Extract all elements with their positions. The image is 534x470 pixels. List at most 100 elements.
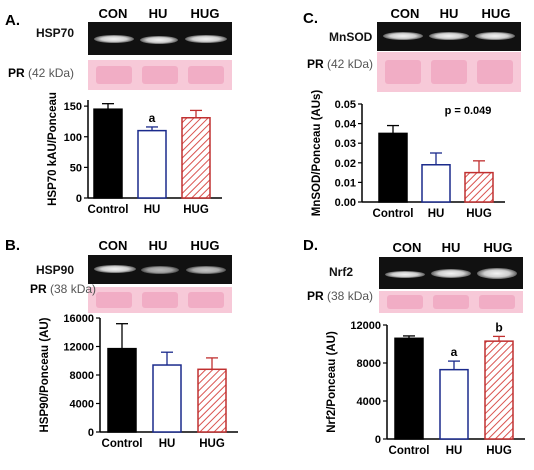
- ponceau-band: [96, 66, 132, 84]
- bar-chart: 0 4000 8000 12000 16000 HSP90/Ponceau (AU) Con…: [39, 313, 238, 450]
- pr-kda: (38 kDa): [50, 282, 97, 296]
- y-tick-label: 0.01: [335, 177, 356, 189]
- ponceau-band: [477, 60, 513, 84]
- ponceau-label: PR (38 kDa): [307, 289, 373, 303]
- bar: [137, 129, 167, 199]
- blot-band: [431, 269, 471, 278]
- y-tick-label: 0: [88, 427, 94, 439]
- y-tick-label: 0.03: [335, 138, 356, 150]
- ponceau-band: [479, 295, 515, 309]
- significance-label: a: [451, 345, 458, 359]
- bar: [464, 171, 494, 203]
- bar: [93, 108, 123, 199]
- lane-label-hu: HU: [441, 240, 461, 255]
- y-axis-label: HSP90/Ponceau (AU): [39, 317, 51, 432]
- bar-chart: 0 50 100 150 HSP70 kAU/Ponceau Control HU a HUG: [47, 92, 222, 216]
- y-axis-label: Nrf2/Ponceau (AU): [326, 331, 338, 433]
- category-label: HU: [446, 445, 463, 457]
- ponceau-label: PR (42 kDa): [307, 57, 373, 71]
- panel-letter: C.: [303, 10, 318, 27]
- ponceau-label: PR (38 kDa): [30, 282, 96, 296]
- category-label: HU: [144, 204, 161, 216]
- y-tick-label: 0.04: [335, 119, 357, 131]
- bar: [181, 117, 211, 199]
- ponceau-band: [387, 295, 423, 309]
- y-tick-label: 4000: [70, 399, 94, 411]
- panel-b: B. CON HU HUG HSP90 PR (38 kDa) 0 4000 800…: [0, 235, 267, 470]
- y-tick-label: 12000: [63, 342, 94, 354]
- lane-label-con: CON: [392, 240, 422, 255]
- y-tick-label: 0.05: [335, 99, 356, 111]
- lane-label-con: CON: [98, 238, 128, 253]
- pr-kda: (42 kDa): [327, 57, 374, 71]
- bar: [197, 368, 227, 433]
- category-label: HU: [428, 208, 445, 220]
- y-tick-label: 100: [64, 132, 82, 144]
- ponceau-band: [142, 292, 178, 308]
- y-tick-label: 150: [64, 101, 82, 113]
- bar: [439, 368, 469, 440]
- y-tick-label: 12000: [350, 320, 381, 332]
- ponceau-stain: [377, 52, 521, 92]
- panel-letter: B.: [5, 237, 20, 254]
- category-label: HUG: [486, 445, 512, 457]
- bar: [484, 340, 514, 440]
- ponceau-band: [385, 60, 421, 84]
- western-blot: [377, 22, 521, 51]
- lane-label-hu: HU: [439, 6, 459, 21]
- pr-text: PR: [307, 57, 324, 71]
- y-tick-label: 4000: [357, 396, 381, 408]
- lane-label-hug: HUG: [190, 238, 220, 253]
- bar: [394, 337, 424, 440]
- lane-label-con: CON: [390, 6, 420, 21]
- pr-kda: (42 kDa): [28, 66, 75, 80]
- category-label: HU: [159, 438, 176, 450]
- blot-protein-label: Nrf2: [327, 265, 356, 279]
- y-axis-label: HSP70 kAU/Ponceau: [47, 92, 59, 206]
- blot-band: [429, 32, 469, 40]
- pr-text: PR: [30, 282, 47, 296]
- ponceau-band: [188, 66, 224, 84]
- ponceau-band: [433, 295, 469, 309]
- lane-label-hug: HUG: [483, 240, 513, 255]
- y-tick-label: 0: [76, 193, 82, 205]
- y-tick-label: 8000: [357, 358, 381, 370]
- blot-band: [385, 271, 425, 278]
- y-tick-label: 8000: [70, 370, 94, 382]
- blot-band: [94, 35, 134, 43]
- category-label: Control: [102, 438, 143, 450]
- pr-text: PR: [8, 66, 25, 80]
- pr-kda: (38 kDa): [327, 289, 374, 303]
- blot-band: [475, 32, 515, 40]
- western-blot: [88, 22, 232, 55]
- y-tick-label: 0.00: [335, 197, 356, 209]
- blot-band: [94, 265, 136, 273]
- panel-a: A. CON HU HUG HSP70 PR (42 kDa) 0 50 100 15…: [0, 0, 267, 235]
- ponceau-band: [142, 66, 178, 84]
- category-label: HUG: [199, 438, 225, 450]
- lane-label-hu: HU: [148, 6, 168, 21]
- lane-label-hu: HU: [148, 238, 168, 253]
- blot-band: [383, 32, 423, 40]
- pr-text: PR: [307, 289, 324, 303]
- category-label: Control: [373, 208, 414, 220]
- blot-band: [140, 36, 178, 44]
- y-tick-label: 0: [375, 434, 381, 446]
- blot-protein-label: HSP90: [34, 263, 77, 277]
- blot-band: [185, 35, 227, 43]
- ponceau-band: [96, 292, 132, 308]
- category-label: Control: [88, 204, 129, 216]
- bar-chart: 0 4000 8000 12000 Nrf2/Ponceau (AU) Control HU…: [326, 320, 525, 457]
- ponceau-band: [431, 60, 467, 84]
- blot-protein-label: HSP70: [34, 26, 77, 40]
- bar-chart: 0.00 0.01 0.02 0.03 0.04 0.05 MnSOD/Ponceau (A…: [311, 90, 505, 220]
- panel-c: C. CON HU HUG MnSOD PR (42 kDa) 0.00 0.01…: [267, 0, 534, 235]
- panel-letter: D.: [303, 237, 318, 254]
- bar: [107, 347, 137, 433]
- lane-label-hug: HUG: [481, 6, 511, 21]
- panel-letter: A.: [5, 12, 20, 29]
- ponceau-stain: [88, 287, 232, 313]
- ponceau-stain: [379, 291, 523, 313]
- y-axis-label: MnSOD/Ponceau (AUs): [311, 90, 323, 217]
- blot-band: [477, 268, 517, 279]
